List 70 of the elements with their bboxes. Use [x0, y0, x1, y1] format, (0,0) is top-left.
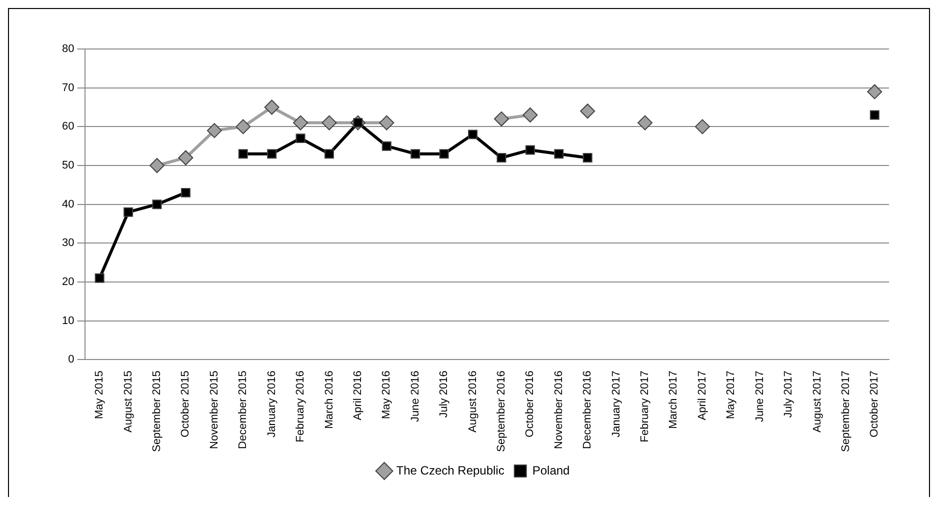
point [694, 119, 710, 134]
legend-label: The Czech Republic [396, 463, 504, 478]
x-tick-label: June 2017 [754, 370, 766, 422]
x-tick-label: September 2016 [496, 370, 508, 452]
y-tick-label: 30 [62, 237, 74, 250]
x-tick-label: January 2016 [266, 370, 278, 438]
point [410, 149, 420, 159]
point [206, 123, 222, 138]
x-tick-label: December 2016 [582, 370, 594, 449]
x-tick-label: July 2017 [782, 370, 795, 418]
point [178, 150, 194, 166]
x-tick-label: August 2015 [122, 370, 134, 432]
y-tick-label: 50 [62, 160, 74, 172]
x-tick-label: April 2017 [696, 370, 708, 420]
y-tick-label: 20 [62, 276, 74, 288]
x-tick-label: October 2016 [524, 370, 536, 438]
legend-label: Poland [532, 463, 570, 478]
point [580, 104, 596, 119]
point [494, 111, 509, 126]
y-tick-label: 40 [62, 198, 74, 210]
point [324, 149, 334, 159]
y-tick-label: 60 [62, 120, 74, 133]
point [867, 84, 882, 100]
x-tick-label: February 2017 [639, 370, 652, 442]
x-tick-label: August 2017 [811, 370, 824, 432]
point [439, 149, 449, 159]
y-tick-label: 70 [62, 82, 74, 94]
point [468, 130, 478, 140]
x-tick-label: September 2017 [840, 370, 852, 452]
point [296, 134, 306, 144]
x-tick-label: March 2017 [668, 370, 680, 429]
x-tick-label: January 2017 [610, 370, 622, 438]
x-tick-label: December 2015 [237, 370, 250, 449]
x-tick-label: October 2017 [868, 370, 881, 438]
point [870, 110, 880, 120]
point [322, 115, 337, 130]
point [180, 188, 190, 198]
y-tick-label: 10 [62, 314, 74, 327]
point [150, 158, 164, 173]
x-tick-label: October 2015 [180, 370, 192, 438]
x-tick-label: July 2016 [438, 370, 450, 418]
x-tick-label: May 2017 [725, 370, 738, 419]
x-tick-label: April 2016 [352, 370, 364, 420]
point [554, 149, 564, 159]
point [582, 152, 592, 162]
point [267, 149, 277, 159]
x-tick-label: June 2016 [409, 370, 422, 422]
y-tick-label: 0 [68, 354, 74, 366]
point [124, 207, 134, 217]
point [382, 141, 392, 151]
x-tick-label: May 2016 [380, 370, 393, 419]
x-tick-label: February 2016 [294, 370, 307, 442]
point [379, 115, 394, 130]
point [522, 108, 538, 123]
point [238, 149, 248, 159]
x-tick-label: May 2015 [94, 370, 106, 419]
point [236, 119, 251, 134]
point [638, 115, 652, 130]
x-tick-label: September 2015 [151, 370, 164, 452]
point [525, 145, 535, 155]
point [293, 115, 308, 130]
x-tick-label: March 2016 [323, 370, 336, 429]
x-tick-label: August 2016 [466, 370, 479, 432]
y-tick-label: 80 [62, 43, 74, 56]
x-tick-label: November 2016 [552, 370, 565, 449]
point [152, 200, 162, 210]
x-tick-label: November 2015 [208, 370, 220, 449]
point [496, 152, 506, 162]
point [264, 100, 280, 115]
point [94, 273, 104, 283]
